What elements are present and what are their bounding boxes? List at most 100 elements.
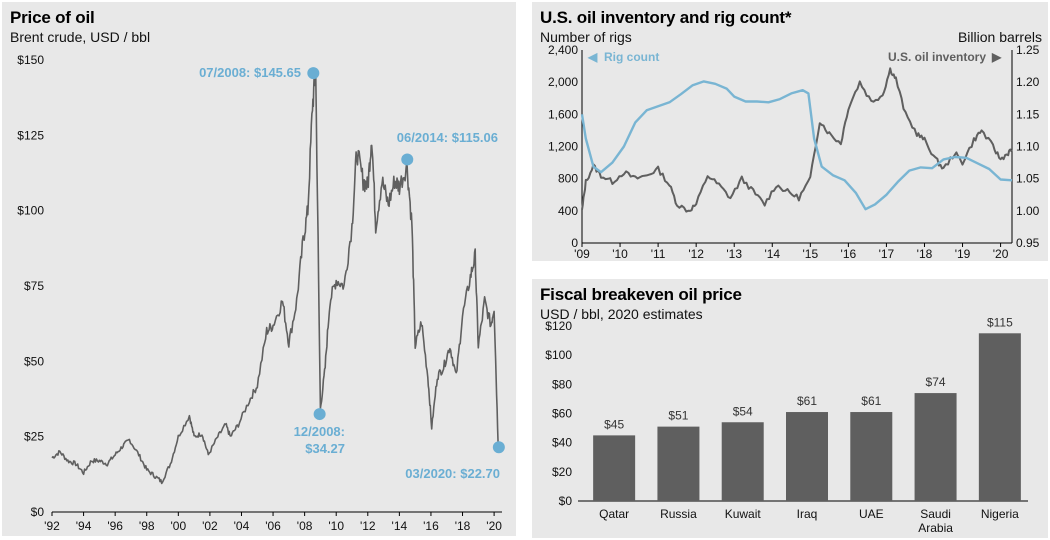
x-tick-label: '14 [764,247,780,261]
x-tick-label: '20 [993,247,1009,261]
oil-price-line [51,70,499,485]
rig-legend-arrow: ◀ [587,50,598,64]
inventory-legend-label: U.S. oil inventory [888,50,986,64]
right-tick-label: 1.25 [1016,43,1040,57]
inventory-line [581,67,1013,213]
fiscal-breakeven-subtitle: USD / bbl, 2020 estimates [540,306,703,322]
y-tick-label: $60 [552,407,572,421]
fiscal-breakeven-panel: Fiscal breakeven oil price USD / bbl, 20… [532,279,1048,538]
bar-uae [850,412,893,501]
category-label: Saudi [920,507,951,521]
oil-price-chart: $0 $25 $50 $75 $100 $125 $150 '92 '94 '96 '98 '00 '0… [17,53,505,533]
y-tick-label: $150 [17,53,44,67]
peak-2008-marker [307,67,320,80]
x-tick-label: '12 [360,519,376,533]
y-tick-label: $0 [31,505,45,519]
low-2020-marker [492,441,505,454]
category-label: UAE [859,507,884,521]
x-tick-label: '18 [455,519,471,533]
inventory-axis-label: Billion barrels [957,29,1042,45]
bar-value-label: $51 [668,409,688,423]
y-tick-label: $75 [24,279,44,293]
inventory-legend-arrow: ▶ [991,50,1002,64]
peak-2014-label: 06/2014: $115.06 [397,130,498,145]
right-tick-label: 1.05 [1016,172,1040,186]
x-tick-label: '96 [107,519,123,533]
oil-price-subtitle: Brent crude, USD / bbl [10,29,151,45]
peak-2008-label: 07/2008: $145.65 [199,65,301,80]
y-tick-label: $125 [17,128,44,142]
x-tick-label: '16 [841,247,857,261]
right-tick-label: 1.20 [1016,75,1040,89]
right-tick-label: 1.10 [1016,140,1040,154]
category-label: Kuwait [725,507,762,521]
x-tick-label: '09 [574,247,590,261]
bar-value-label: $61 [861,394,881,408]
bar-iraq [786,412,828,501]
right-tick-label: 0.95 [1016,236,1040,250]
left-tick-label: 0 [571,236,578,250]
left-tick-label: 2,000 [548,75,578,89]
x-tick-label: '18 [917,247,933,261]
y-tick-label: $0 [559,494,573,508]
category-label: Iraq [797,507,818,521]
x-tick-label: '98 [139,519,155,533]
x-tick-label: '08 [297,519,313,533]
x-tick-label: '15 [802,247,818,261]
inventory-rig-chart: 0 400 800 1,200 1,600 2,000 2,400 0.95 1.00 1.05 1… [548,43,1040,261]
x-tick-label: '02 [202,519,218,533]
y-tick-label: $40 [552,436,572,450]
x-tick-label: '20 [486,519,502,533]
bar-qatar [593,435,636,501]
peak-2014-marker [401,153,414,166]
trough-2008-value: $34.27 [305,441,345,456]
x-tick-label: '16 [423,519,439,533]
x-tick-label: '00 [170,519,186,533]
left-tick-label: 1,600 [548,107,578,121]
category-label: Russia [660,507,697,521]
inventory-rig-title: U.S. oil inventory and rig count* [540,8,792,27]
rig-legend-label: Rig count [604,50,659,64]
y-tick-label: $100 [17,204,44,218]
bar-value-label: $45 [604,417,624,431]
fiscal-breakeven-chart: $0 $20 $40 $60 $80 $100 $120 $45 Qatar $51 Russia $… [545,315,1028,535]
category-label: Nigeria [981,507,1019,521]
category-label: Qatar [599,507,629,521]
y-tick-label: $50 [24,354,44,368]
bar-nigeria [978,333,1021,501]
y-tick-label: $20 [552,465,572,479]
x-tick-label: '19 [955,247,971,261]
left-tick-label: 1,200 [548,140,578,154]
x-tick-label: '12 [688,247,704,261]
y-tick-label: $80 [552,377,572,391]
x-tick-label: '14 [392,519,408,533]
bar-value-label: $54 [733,404,753,418]
x-tick-label: '10 [612,247,628,261]
x-tick-label: '17 [879,247,895,261]
rig-axis-label: Number of rigs [540,29,632,45]
left-tick-label: 400 [558,204,578,218]
left-tick-label: 800 [558,172,578,186]
inventory-rig-panel: U.S. oil inventory and rig count* Number… [532,2,1048,261]
x-tick-label: '04 [234,519,250,533]
x-tick-label: '10 [328,519,344,533]
right-tick-label: 1.15 [1016,107,1040,121]
y-tick-label: $120 [545,319,572,333]
bar-value-label: $74 [926,375,946,389]
rig-count-line [580,80,1013,211]
bar-russia [657,426,700,501]
trough-2008-label: 12/2008: [294,424,345,439]
oil-price-title: Price of oil [10,8,95,27]
fiscal-breakeven-title: Fiscal breakeven oil price [540,285,742,304]
x-tick-label: '94 [76,519,92,533]
right-tick-label: 1.00 [1016,204,1040,218]
oil-price-panel: Price of oil Brent crude, USD / bbl $0 $2… [2,2,516,536]
x-tick-label: '11 [651,247,666,261]
low-2020-label: 03/2020: $22.70 [405,466,500,481]
x-tick-label: '13 [726,247,742,261]
x-tick-label: '92 [44,519,60,533]
y-tick-label: $25 [24,430,44,444]
trough-2008-marker [313,408,326,421]
x-tick-label: '06 [265,519,281,533]
bar-value-label: $61 [797,394,817,408]
